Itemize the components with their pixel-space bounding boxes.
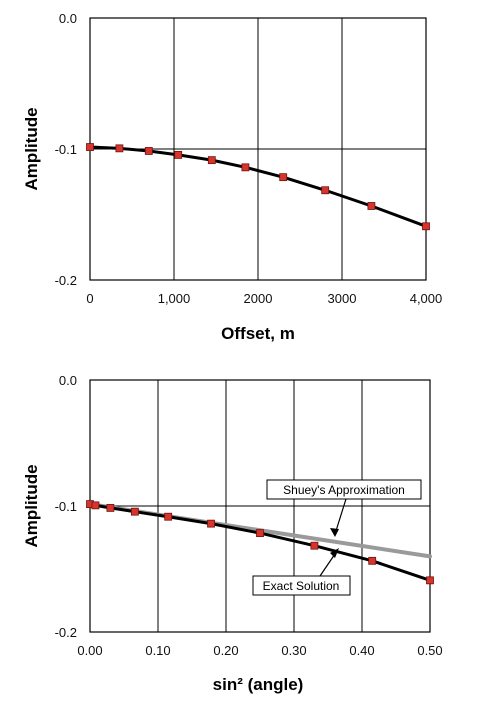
- data-point-marker: [367, 202, 376, 210]
- exact-annotation: Exact Solution: [252, 548, 351, 596]
- x-tick-label: 0: [86, 291, 93, 306]
- exact-line: [88, 502, 432, 582]
- y-tick-label: -0.2: [55, 273, 77, 288]
- shuey-annotation-label: Shuey's Approximation: [283, 483, 405, 497]
- data-point-marker: [115, 144, 124, 153]
- shuey-annotation-arrow: [334, 498, 347, 535]
- x-axis-label-top: Offset, m: [221, 324, 295, 343]
- grid-top: [90, 18, 426, 280]
- data-point-marker: [207, 519, 215, 528]
- x-axis-label-bottom: sin² (angle): [213, 675, 304, 694]
- data-point-marker: [174, 150, 183, 159]
- data-point-marker: [130, 507, 139, 516]
- x-tick-label: 4,000: [410, 291, 443, 306]
- series-bottom: [86, 500, 434, 585]
- x-tick-label: 0.20: [213, 643, 238, 658]
- offset-amplitude-chart: 0.0 -0.1 -0.2 0 1,000 2000 3000 4,000 Amplitud…: [22, 11, 442, 343]
- data-point-marker: [321, 186, 330, 195]
- data-point-marker: [207, 156, 216, 165]
- x-tick-label: 0.40: [349, 643, 374, 658]
- y-tick-labels-top: 0.0 -0.1 -0.2: [55, 11, 77, 288]
- sin2-amplitude-chart: 0.0 -0.1 -0.2 0.00 0.10 0.20 0.30 0.40 0.50 Shu…: [22, 373, 443, 694]
- x-tick-labels-top: 0 1,000 2000 3000 4,000: [86, 291, 442, 306]
- exact-arrowhead: [330, 548, 339, 558]
- x-tick-label: 0.00: [77, 643, 102, 658]
- x-tick-label: 0.10: [145, 643, 170, 658]
- x-tick-label: 1,000: [158, 291, 191, 306]
- shuey-annotation-box: [266, 479, 422, 500]
- series-top: [86, 143, 430, 231]
- x-tick-label: 0.50: [417, 643, 442, 658]
- data-point-marker: [426, 576, 434, 585]
- y-tick-label: 0.0: [59, 373, 77, 388]
- exact-annotation-label: Exact Solution: [263, 579, 340, 593]
- data-point-marker: [310, 541, 319, 550]
- data-point-marker: [368, 556, 377, 565]
- y-axis-label-top: Amplitude: [22, 107, 41, 190]
- x-tick-label: 0.30: [281, 643, 306, 658]
- y-tick-label: -0.1: [55, 142, 77, 157]
- exact-annotation-box: [252, 575, 351, 596]
- y-tick-label: -0.2: [55, 625, 77, 640]
- x-tick-labels-bottom: 0.00 0.10 0.20 0.30 0.40 0.50: [77, 643, 442, 658]
- data-point-marker: [91, 501, 100, 510]
- exact-line: [88, 145, 428, 228]
- y-axis-label-bottom: Amplitude: [22, 464, 41, 547]
- data-point-marker: [144, 147, 153, 155]
- x-tick-label: 2000: [244, 291, 273, 306]
- data-point-marker: [422, 222, 430, 231]
- y-tick-labels-bottom: 0.0 -0.1 -0.2: [55, 373, 77, 640]
- data-point-marker: [164, 512, 173, 521]
- data-point-marker: [241, 163, 250, 172]
- shuey-annotation: Shuey's Approximation: [266, 479, 422, 537]
- data-point-marker: [256, 529, 264, 537]
- data-point-marker: [106, 503, 115, 512]
- y-tick-label: -0.1: [55, 499, 77, 514]
- x-tick-label: 3000: [328, 291, 357, 306]
- y-tick-label: 0.0: [59, 11, 77, 26]
- shuey-arrowhead: [330, 528, 339, 537]
- data-point-marker: [279, 173, 288, 182]
- data-point-marker: [86, 143, 94, 151]
